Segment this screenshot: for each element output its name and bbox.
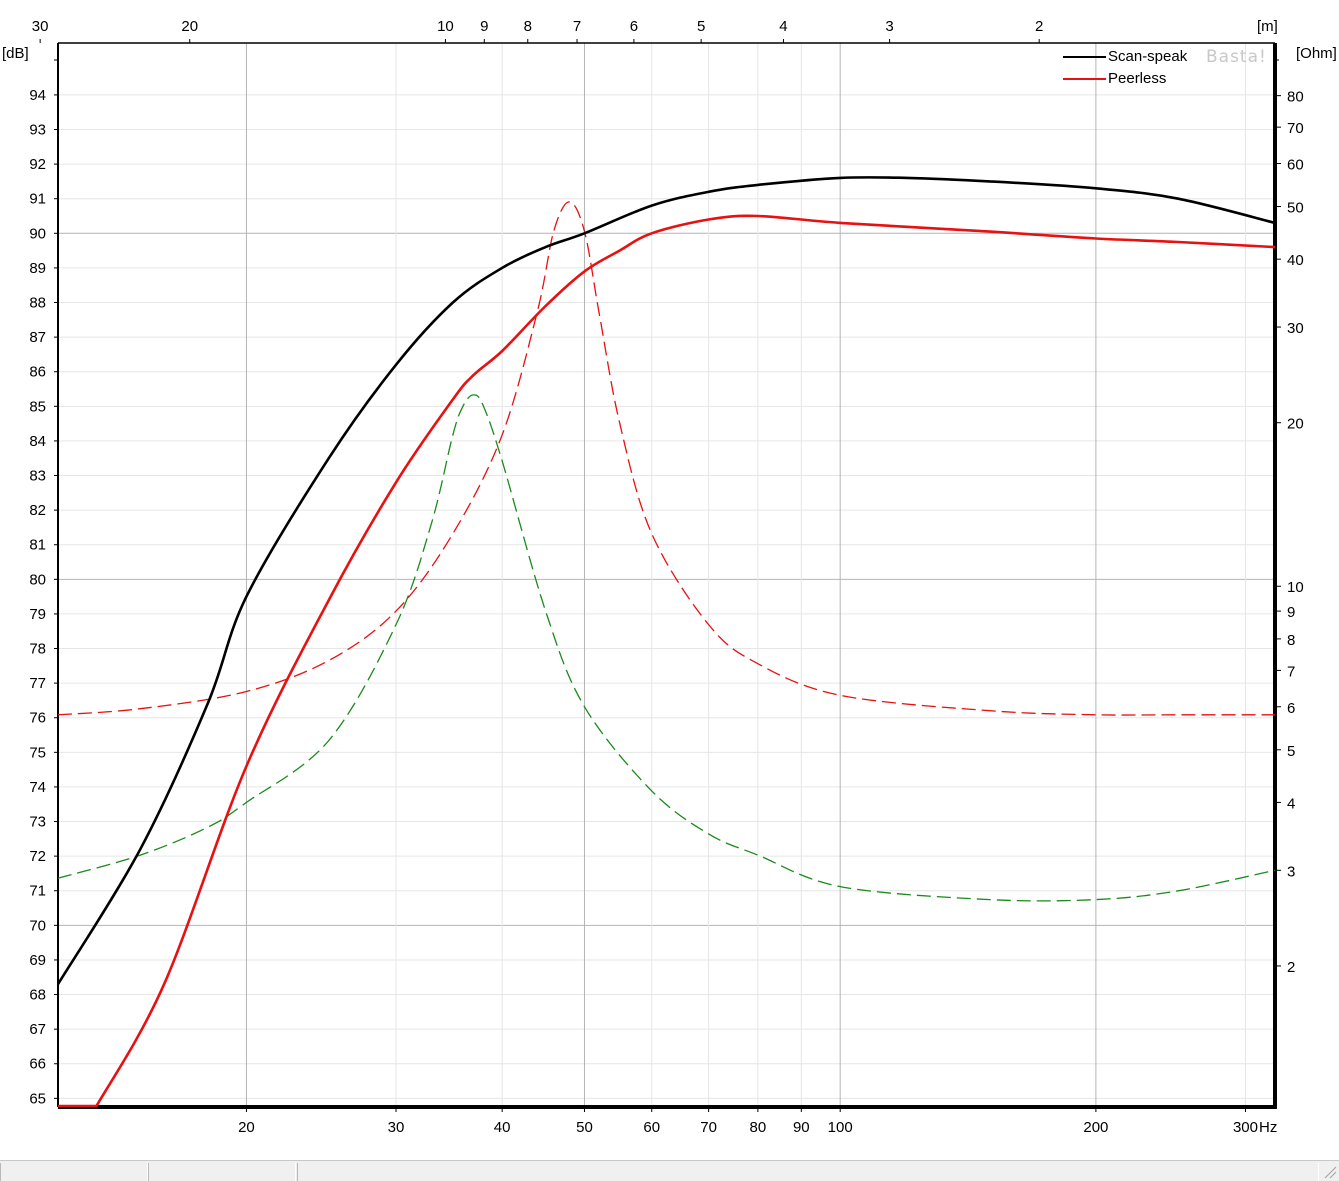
grid-lines xyxy=(58,43,1275,1107)
spl-line-scan-speak xyxy=(58,175,1275,985)
y-tick-label: 91 xyxy=(29,191,46,208)
y-tick-label: 87 xyxy=(29,329,46,346)
ohm-tick-label: 7 xyxy=(1287,663,1295,680)
wavelength-tick-label: 10 xyxy=(437,18,454,35)
series-lines xyxy=(58,175,1275,1107)
y-tick-label: 93 xyxy=(29,122,46,139)
wavelength-tick-label: 4 xyxy=(779,18,787,35)
watermark-text: Basta! xyxy=(1206,47,1267,67)
ohm-tick-label: 70 xyxy=(1287,120,1304,137)
size-grip-icon[interactable] xyxy=(1323,1165,1337,1179)
legend-label: Scan-speak xyxy=(1108,48,1188,65)
wavelength-tick-label: 7 xyxy=(573,18,581,35)
y-tick-label: 94 xyxy=(29,87,46,104)
wavelength-tick-label: 20 xyxy=(181,18,198,35)
x-tick-label: 90 xyxy=(793,1119,810,1136)
wavelength-tick-label: 3 xyxy=(885,18,893,35)
ohm-tick-label: 40 xyxy=(1287,252,1304,269)
ohm-tick-label: 20 xyxy=(1287,416,1304,433)
x-tick-label: 60 xyxy=(643,1119,660,1136)
ohm-tick-label: 6 xyxy=(1287,700,1295,717)
y-tick-label: 67 xyxy=(29,1021,46,1038)
y-tick-label: 84 xyxy=(29,433,46,450)
wavelength-tick-label: 2 xyxy=(1035,18,1043,35)
wavelength-tick-label: 9 xyxy=(480,18,488,35)
x-tick-label: 20 xyxy=(238,1119,255,1136)
status-panel-1 xyxy=(0,1163,148,1181)
impedance-line-scan-speak xyxy=(58,394,1275,902)
axes xyxy=(39,39,1281,1112)
ohm-tick-label: 4 xyxy=(1287,795,1295,812)
tick-labels: 6566676869707172737475767778798081828384… xyxy=(2,18,1337,1136)
y-tick-label: 92 xyxy=(29,156,46,173)
x-tick-label: 40 xyxy=(494,1119,511,1136)
ohm-tick-label: 30 xyxy=(1287,320,1304,337)
ohm-tick-label: 60 xyxy=(1287,157,1304,174)
y-tick-label: 75 xyxy=(29,744,46,761)
ohm-tick-label: 8 xyxy=(1287,632,1295,649)
y-tick-label: 78 xyxy=(29,641,46,658)
x-tick-label: 300 xyxy=(1233,1119,1258,1136)
legend: Scan-speak Peerless xyxy=(1063,48,1188,87)
y-tick-label: 86 xyxy=(29,364,46,381)
wavelength-tick-label: 30 xyxy=(32,18,49,35)
ohm-tick-label: 5 xyxy=(1287,743,1295,760)
ohm-axis-unit-label: [Ohm] xyxy=(1296,45,1337,62)
ohm-tick-label: 50 xyxy=(1287,200,1304,217)
x-tick-label: 200 xyxy=(1083,1119,1108,1136)
status-bar xyxy=(0,1160,1339,1181)
status-panel-3 xyxy=(297,1163,1319,1181)
y-tick-label: 70 xyxy=(29,917,46,934)
x-tick-label: 100 xyxy=(828,1119,853,1136)
ohm-tick-label: 80 xyxy=(1287,89,1304,106)
y-tick-label: 65 xyxy=(29,1090,46,1107)
y-tick-label: 83 xyxy=(29,468,46,485)
legend-label: Peerless xyxy=(1108,70,1166,87)
y-tick-label: 79 xyxy=(29,606,46,623)
x-tick-label: 70 xyxy=(700,1119,717,1136)
spl-line-peerless xyxy=(94,214,1275,1107)
y-tick-label: 71 xyxy=(29,883,46,900)
y-tick-label: 88 xyxy=(29,295,46,312)
x-tick-label: 30 xyxy=(388,1119,405,1136)
ohm-tick-label: 3 xyxy=(1287,863,1295,880)
y-tick-label: 73 xyxy=(29,814,46,831)
y-tick-label: 76 xyxy=(29,710,46,727)
x-tick-label: 80 xyxy=(750,1119,767,1136)
y-tick-label: 66 xyxy=(29,1056,46,1073)
x-axis-unit-label: Hz xyxy=(1259,1119,1277,1136)
y-tick-label: 68 xyxy=(29,987,46,1004)
ohm-tick-label: 9 xyxy=(1287,604,1295,621)
wavelength-tick-label: 5 xyxy=(697,18,705,35)
y-tick-label: 89 xyxy=(29,260,46,277)
x-tick-label: 50 xyxy=(576,1119,593,1136)
y-tick-label: 80 xyxy=(29,571,46,588)
wavelength-tick-label: 6 xyxy=(630,18,638,35)
y-axis-unit-label: [dB] xyxy=(2,45,29,62)
y-tick-label: 74 xyxy=(29,779,46,796)
y-tick-label: 77 xyxy=(29,675,46,692)
wavelength-axis-unit-label: [m] xyxy=(1257,18,1278,35)
y-tick-label: 81 xyxy=(29,537,46,554)
status-panel-2 xyxy=(148,1163,296,1181)
impedance-line-peerless xyxy=(58,201,1275,716)
y-tick-label: 85 xyxy=(29,398,46,415)
y-tick-label: 69 xyxy=(29,952,46,969)
ohm-tick-label: 10 xyxy=(1287,579,1304,596)
y-tick-label: 72 xyxy=(29,848,46,865)
y-tick-label: 82 xyxy=(29,502,46,519)
wavelength-tick-label: 8 xyxy=(524,18,532,35)
ohm-tick-label: 2 xyxy=(1287,959,1295,976)
y-tick-label: 90 xyxy=(29,225,46,242)
